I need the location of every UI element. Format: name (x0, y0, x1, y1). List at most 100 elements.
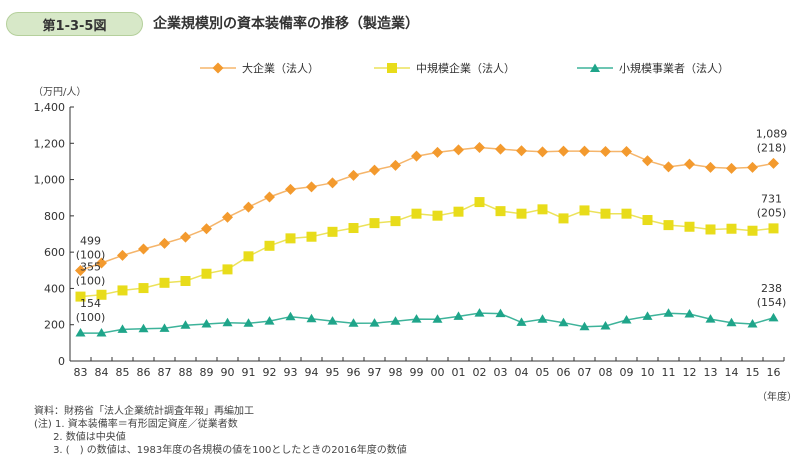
x-tick-label: 01 (452, 366, 466, 379)
x-tick-label: 85 (116, 366, 130, 379)
start-index-label: (100) (76, 311, 106, 324)
data-point-square (558, 213, 569, 224)
legend-square-icon (374, 63, 410, 73)
data-point-diamond (222, 211, 233, 223)
end-value-label: 1,089 (756, 127, 788, 140)
x-tick-label: 16 (767, 366, 781, 379)
end-index-label: (205) (757, 206, 787, 219)
data-point-triangle (411, 314, 422, 323)
x-tick-label: 92 (263, 366, 277, 379)
note-3: 3. ( ) の数値は、1983年度の各規模の値を100としたときの2016年度… (34, 445, 407, 456)
x-tick-label: 91 (242, 366, 256, 379)
data-point-square (768, 223, 779, 234)
data-point-square (264, 240, 275, 251)
data-point-square (138, 283, 149, 294)
data-point-triangle (117, 324, 128, 333)
start-value-label: 154 (80, 297, 101, 310)
y-tick-label: 1,200 (34, 137, 66, 150)
data-point-triangle (516, 317, 527, 326)
x-tick-label: 15 (746, 366, 760, 379)
data-point-diamond (474, 141, 485, 153)
x-tick-label: 10 (641, 366, 655, 379)
data-point-diamond (201, 223, 212, 235)
x-tick-label: 02 (473, 366, 487, 379)
x-tick-label: 90 (221, 366, 235, 379)
x-tick-label: 11 (662, 366, 676, 379)
data-point-triangle (663, 308, 674, 317)
note-source: 資料：財務省「法人企業統計調査年報」再編加工 (34, 406, 254, 417)
legend-diamond-icon (200, 62, 236, 74)
x-tick-label: 06 (557, 366, 571, 379)
data-point-diamond (726, 162, 737, 174)
data-point-triangle (306, 313, 317, 323)
data-point-diamond (390, 159, 401, 171)
data-point-square (579, 205, 590, 216)
x-tick-label: 09 (620, 366, 634, 379)
data-point-square (306, 231, 317, 242)
data-point-square (96, 289, 107, 300)
y-tick-label: 200 (44, 319, 65, 332)
data-point-diamond (663, 161, 674, 173)
data-point-triangle (474, 308, 485, 317)
legend-item-medium: 中規模企業（法人） (374, 60, 515, 76)
x-tick-label: 93 (284, 366, 298, 379)
data-point-diamond (327, 177, 338, 189)
data-point-diamond (411, 150, 422, 162)
x-tick-label: 05 (536, 366, 550, 379)
data-point-diamond (285, 183, 296, 195)
y-tick-label: 800 (44, 210, 65, 223)
data-point-diamond (117, 249, 128, 261)
data-point-square (180, 275, 191, 286)
data-point-triangle (159, 323, 170, 332)
end-index-label: (154) (757, 296, 787, 309)
data-point-triangle (705, 314, 716, 323)
x-tick-label: 83 (74, 366, 88, 379)
data-point-square (201, 268, 212, 279)
data-point-triangle (348, 318, 359, 327)
data-point-diamond (243, 201, 254, 213)
data-point-diamond (75, 264, 86, 276)
data-point-square (285, 233, 296, 244)
data-point-triangle (768, 312, 779, 322)
data-point-square (537, 204, 548, 215)
legend-label-large: 大企業（法人） (242, 62, 319, 75)
y-tick-label: 1,400 (34, 101, 66, 114)
x-tick-label: 94 (305, 366, 319, 379)
data-point-square (222, 264, 233, 275)
data-point-triangle (432, 314, 443, 323)
start-index-label: (100) (76, 275, 106, 288)
data-point-diamond (159, 237, 170, 249)
x-tick-label: 12 (683, 366, 697, 379)
figure-label-badge: 第1-3-5図 (6, 12, 143, 36)
data-point-triangle (369, 318, 380, 327)
data-point-triangle (579, 321, 590, 331)
data-point-triangle (285, 311, 296, 321)
data-point-square (453, 206, 464, 217)
figure-label: 第1-3-5図 (42, 18, 107, 34)
end-value-label: 731 (761, 192, 782, 205)
series-line-triangle (80, 312, 774, 334)
x-tick-label: 89 (200, 366, 214, 379)
data-point-square (411, 208, 422, 219)
data-point-diamond (768, 157, 779, 169)
data-point-square (474, 197, 485, 208)
data-point-diamond (558, 145, 569, 157)
y-tick-label: 0 (58, 355, 65, 368)
legend-label-small: 小規模事業者（法人） (619, 62, 729, 75)
data-point-diamond (180, 231, 191, 243)
x-tick-label: 14 (725, 366, 739, 379)
data-point-triangle (495, 308, 506, 318)
data-point-square (642, 215, 653, 226)
x-tick-label: 87 (158, 366, 172, 379)
x-tick-label: 98 (389, 366, 403, 379)
data-point-square (705, 224, 716, 235)
data-point-triangle (600, 320, 611, 330)
data-point-square (327, 226, 338, 237)
x-tick-label: 96 (347, 366, 361, 379)
legend-label-medium: 中規模企業（法人） (416, 62, 515, 75)
data-point-square (348, 223, 359, 234)
data-point-square (621, 208, 632, 219)
note-1: (注) 1. 資本装備率＝有形固定資産／従業者数 (34, 419, 238, 430)
data-point-triangle (180, 320, 191, 329)
